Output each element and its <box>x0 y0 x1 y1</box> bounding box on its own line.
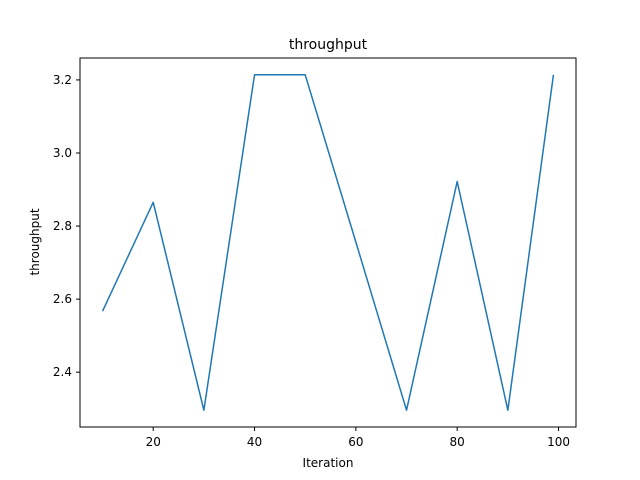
chart-title: throughput <box>289 37 368 53</box>
y-axis-label: throughput <box>28 208 42 275</box>
x-axis-label: Iteration <box>303 456 354 470</box>
x-tick-label: 20 <box>146 435 161 449</box>
y-tick-label: 3.0 <box>53 146 72 160</box>
y-tick-label: 3.2 <box>53 73 72 87</box>
x-tick-label: 100 <box>547 435 570 449</box>
y-axis: 2.4 2.6 2.8 3.0 3.2 <box>53 73 80 379</box>
x-tick-label: 60 <box>348 435 363 449</box>
x-tick-label: 40 <box>247 435 262 449</box>
series-line <box>101 74 555 411</box>
plot-frame <box>79 57 577 428</box>
y-tick-label: 2.6 <box>53 292 72 306</box>
x-tick-label: 80 <box>450 435 465 449</box>
y-tick-label: 2.4 <box>53 365 72 379</box>
x-axis: 20 40 60 80 100 <box>146 427 570 449</box>
y-tick-label: 2.8 <box>53 219 72 233</box>
series-layer <box>101 74 555 411</box>
